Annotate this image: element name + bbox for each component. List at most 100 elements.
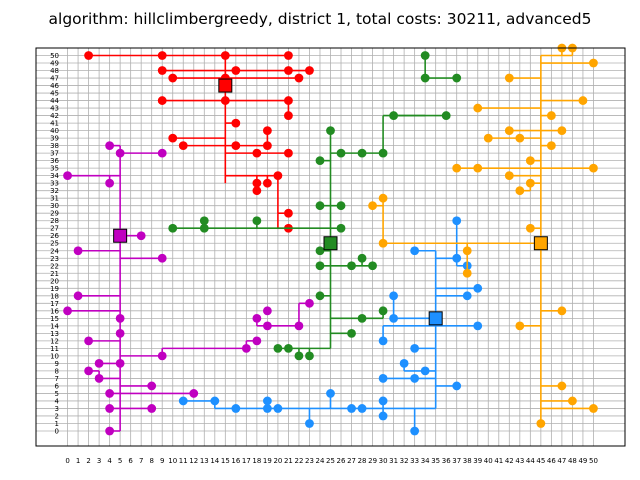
house-marker xyxy=(473,283,483,293)
y-tick-label: 0 xyxy=(55,427,59,435)
house-marker xyxy=(262,126,272,136)
house-marker xyxy=(305,351,314,361)
house-marker xyxy=(389,111,399,120)
house-marker xyxy=(452,163,462,173)
y-tick-label: 38 xyxy=(50,142,59,150)
y-tick-label: 24 xyxy=(50,247,59,255)
house-marker xyxy=(199,223,209,233)
house-marker xyxy=(241,343,251,353)
house-marker xyxy=(284,111,293,120)
house-marker xyxy=(262,321,272,331)
house-marker xyxy=(252,148,262,158)
x-tick-label: 46 xyxy=(547,457,556,465)
house-marker xyxy=(252,313,262,323)
battery-marker xyxy=(533,236,548,251)
series-group xyxy=(178,216,483,436)
house-marker xyxy=(105,141,115,151)
house-marker xyxy=(199,216,209,226)
y-tick-label: 23 xyxy=(50,255,59,263)
y-tick-label: 25 xyxy=(50,240,59,248)
house-marker xyxy=(378,396,388,406)
x-tick-label: 24 xyxy=(316,457,325,465)
y-tick-label: 17 xyxy=(50,300,59,308)
y-tick-label: 39 xyxy=(50,135,59,143)
house-marker xyxy=(305,298,314,308)
house-marker xyxy=(284,66,293,75)
y-tick-label: 12 xyxy=(50,337,59,345)
house-marker xyxy=(378,374,388,383)
y-tick-label: 48 xyxy=(50,67,59,75)
x-tick-label: 48 xyxy=(568,457,577,465)
house-marker xyxy=(157,148,167,158)
y-tick-label: 50 xyxy=(50,52,59,60)
house-marker xyxy=(231,66,241,75)
house-marker xyxy=(84,366,93,376)
series-group xyxy=(84,51,314,233)
house-marker xyxy=(157,51,167,60)
house-marker xyxy=(557,126,567,136)
house-marker xyxy=(557,306,567,316)
house-marker xyxy=(515,186,525,196)
house-marker xyxy=(136,231,146,241)
y-tick-label: 32 xyxy=(50,187,59,195)
x-tick-label: 28 xyxy=(358,457,367,465)
house-marker xyxy=(378,238,388,248)
house-marker xyxy=(410,426,420,436)
house-marker xyxy=(452,73,462,83)
house-marker xyxy=(189,389,199,398)
x-tick-label: 30 xyxy=(379,457,388,465)
house-marker xyxy=(410,246,420,256)
x-tick-label: 26 xyxy=(337,457,346,465)
y-tick-label: 40 xyxy=(50,127,59,135)
house-marker xyxy=(536,419,546,428)
y-tick-label: 18 xyxy=(50,292,59,300)
y-tick-label: 36 xyxy=(50,157,59,165)
house-marker xyxy=(568,396,577,406)
house-marker xyxy=(368,261,377,271)
house-marker xyxy=(504,171,514,181)
house-marker xyxy=(462,268,472,278)
y-tick-label: 11 xyxy=(50,345,59,353)
house-marker xyxy=(326,126,335,136)
x-tick-label: 37 xyxy=(452,457,461,465)
y-tick-label: 2 xyxy=(55,412,59,420)
house-marker xyxy=(231,118,241,128)
x-tick-label: 5 xyxy=(118,457,122,465)
battery-marker xyxy=(428,311,443,326)
house-marker xyxy=(589,163,598,173)
house-marker xyxy=(157,66,167,75)
house-marker xyxy=(273,404,283,413)
house-marker xyxy=(178,141,188,151)
house-marker xyxy=(284,96,293,105)
house-marker xyxy=(63,171,72,181)
x-tick-label: 39 xyxy=(473,457,482,465)
house-marker xyxy=(378,148,388,158)
x-tick-label: 12 xyxy=(189,457,198,465)
house-marker xyxy=(252,336,262,346)
x-tick-label: 7 xyxy=(139,457,143,465)
x-tick-label: 44 xyxy=(526,457,535,465)
x-tick-label: 21 xyxy=(284,457,293,465)
series-group xyxy=(168,51,462,361)
house-marker xyxy=(252,216,262,226)
y-tick-label: 30 xyxy=(50,202,59,210)
house-marker xyxy=(63,306,72,316)
y-tick-label: 13 xyxy=(50,330,59,338)
x-tick-label: 3 xyxy=(97,457,101,465)
house-marker xyxy=(115,148,125,158)
house-marker xyxy=(483,133,493,143)
y-tick-label: 15 xyxy=(50,315,59,323)
house-marker xyxy=(525,223,535,233)
y-tick-label: 1 xyxy=(55,420,59,428)
house-marker xyxy=(115,313,125,323)
x-tick-label: 41 xyxy=(494,457,503,465)
y-tick-label: 21 xyxy=(50,270,59,278)
x-tick-label: 6 xyxy=(128,457,133,465)
house-marker xyxy=(357,148,367,158)
house-marker xyxy=(220,96,230,105)
house-marker xyxy=(546,141,556,151)
house-marker xyxy=(73,291,83,301)
house-marker xyxy=(294,351,304,361)
house-marker xyxy=(378,193,388,203)
